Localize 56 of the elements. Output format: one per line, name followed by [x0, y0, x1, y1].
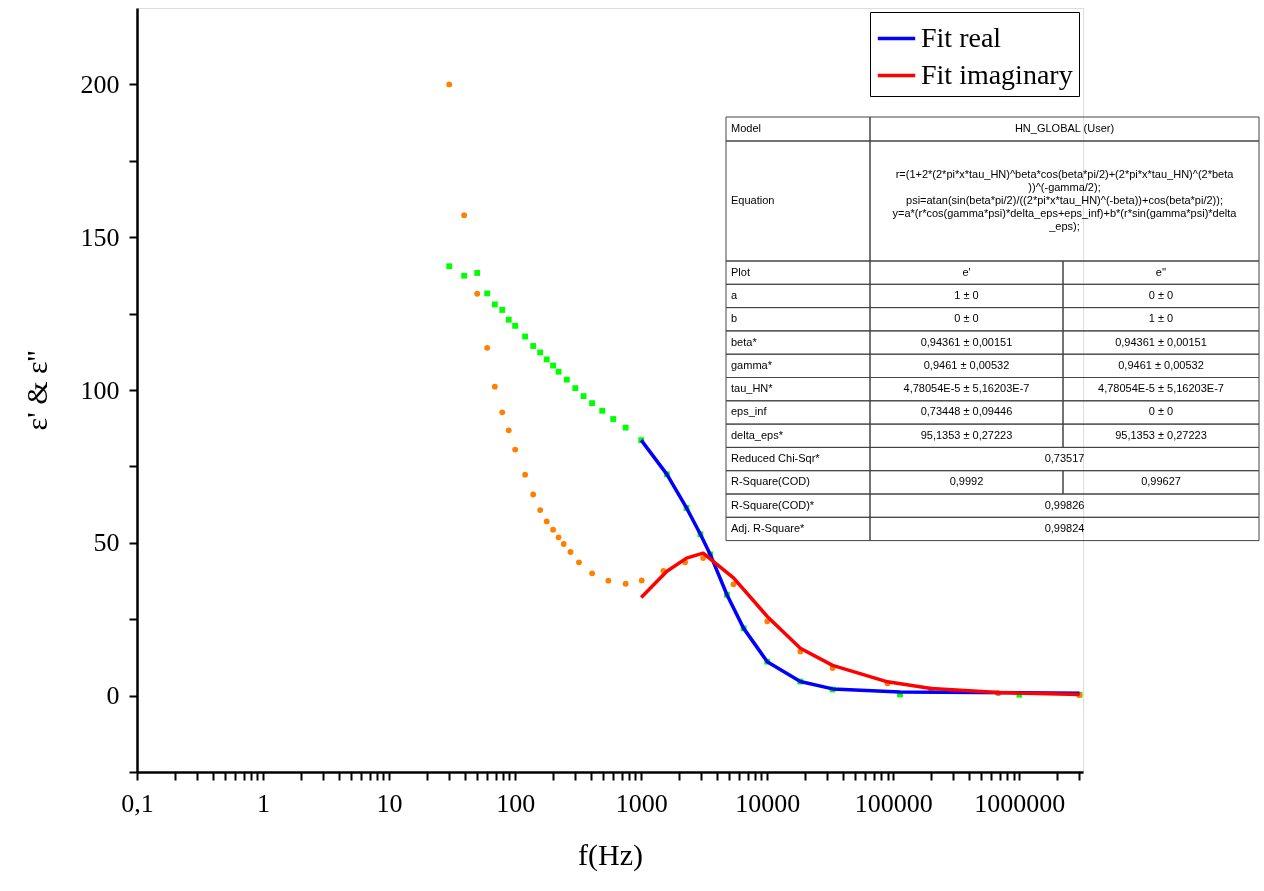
annotation: Reduced Chi-Sqr*	[731, 452, 821, 465]
legend-label: Fit imaginary	[921, 58, 1073, 90]
annotation: 95,1353 ± 0,27223	[920, 428, 1013, 441]
x-tick-label: 10000	[735, 788, 801, 818]
x-tick-label: 0,1	[121, 788, 154, 818]
text: 0,9461 ± 0,00532	[1118, 358, 1204, 371]
annotation: a	[731, 288, 738, 301]
x-axis-title: f(Hz)	[578, 837, 643, 872]
x-tick-label: 10	[376, 788, 403, 818]
y-tick-label: 150	[80, 222, 120, 252]
annotation: 0,94361 ± 0,00151	[920, 335, 1013, 348]
text: 0,99627	[1141, 475, 1181, 488]
x-tick-label: 100	[496, 788, 536, 818]
text: e''	[1155, 265, 1167, 278]
text: 4,78054E-5 ± 5,16203E-7	[1098, 382, 1224, 395]
annotation: 0,9461 ± 0,00532	[923, 358, 1010, 371]
annotation: HN_GLOBAL (User)	[1014, 122, 1115, 134]
annotation: delta_eps*	[731, 428, 784, 441]
x-tick-label: 1000000	[974, 788, 1066, 818]
text: 0 ± 0	[1148, 288, 1174, 301]
text: 0,94361 ± 0,00151	[1115, 335, 1207, 348]
annotation: tau_HN*	[731, 382, 774, 395]
annotation: y=a*(r*cos(gamma*psi)*delta_eps+eps_inf)+b*(r*sin(gamma*psi)*delta_eps);	[892, 207, 1238, 232]
legend-label: Fit real	[921, 21, 1002, 53]
text: 1 ± 0	[1148, 312, 1174, 325]
annotation: beta*	[731, 335, 758, 348]
annotation: eps_inf	[731, 405, 768, 418]
x-tick-label: 1	[257, 788, 271, 818]
annotation: Model	[731, 122, 761, 134]
annotation: R-Square(COD)	[731, 475, 810, 488]
annotation: 0,99824	[1044, 521, 1085, 534]
annotation: 0,73517	[1044, 452, 1085, 465]
annotation: 1 ± 0	[954, 288, 979, 301]
text: 95,1353 ± 0,27223	[1115, 428, 1207, 441]
annotation: psi=atan(sin(beta*pi/2)/((2*pi*x*tau_HN)^(-beta))+cos(beta*pi/2));	[906, 194, 1223, 206]
annotation: 4,78054E-5 ± 5,16203E-7	[903, 382, 1030, 395]
y-tick-label: 50	[93, 528, 120, 558]
x-tick-label: 100000	[854, 788, 933, 818]
y-tick-label: 100	[80, 375, 120, 405]
annotation: b	[731, 312, 738, 325]
annotation: 0 ± 0	[954, 312, 979, 325]
annotation: Adj. R-Square*	[731, 521, 806, 534]
annotation: R-Square(COD)*	[731, 498, 815, 511]
x-tick-label: 1000	[615, 788, 668, 818]
annotation: 0,99826	[1044, 498, 1085, 511]
annotation: Equation	[731, 194, 775, 206]
annotation: Plot	[731, 265, 750, 278]
y-tick-label: 0	[106, 681, 120, 711]
annotation: r=(1+2*(2*pi*x*tau_HN)^beta*cos(beta*pi/2)+(2*pi*x*tau_HN)^(2*beta))^(-gamma/2);	[895, 168, 1235, 193]
annotation: gamma*	[731, 358, 773, 371]
annotation: 0,73448 ± 0,09446	[920, 405, 1013, 418]
y-axis-title: ε' & ε''	[19, 350, 53, 431]
text: 0 ± 0	[1148, 405, 1174, 418]
annotation: e'	[962, 265, 971, 278]
annotation: 0,9992	[949, 475, 984, 488]
y-tick-label: 200	[80, 69, 120, 99]
